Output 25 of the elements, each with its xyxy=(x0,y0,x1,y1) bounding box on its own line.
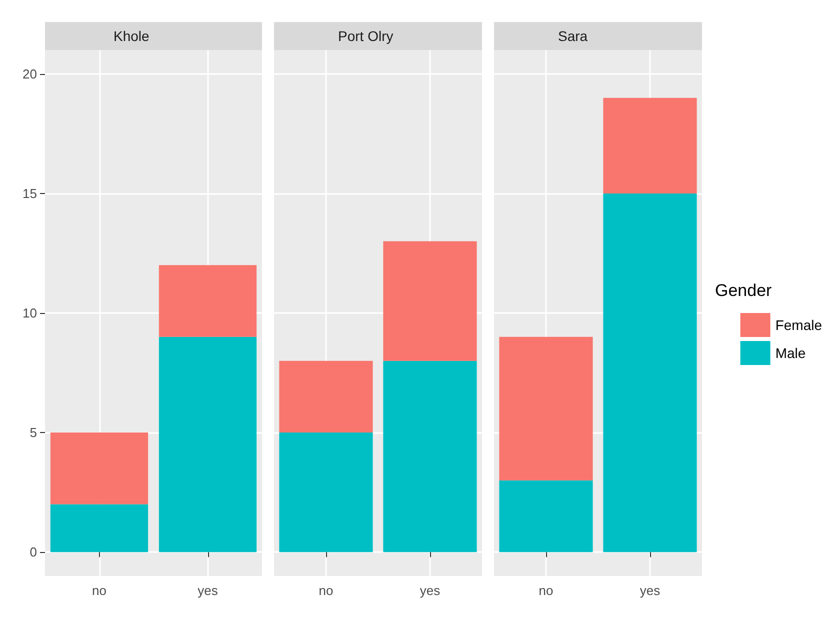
bar xyxy=(50,504,148,552)
chart-title: Khole xyxy=(114,28,150,44)
y-tick-label: 10 xyxy=(22,306,37,320)
legend-label: Female xyxy=(775,317,822,333)
bar xyxy=(499,336,593,480)
bar xyxy=(50,432,148,504)
y-tick-label: 20 xyxy=(22,66,37,82)
chart-title: Port Olry xyxy=(338,28,394,44)
bar xyxy=(603,98,697,194)
bar xyxy=(158,265,257,337)
y-tick-label: 15 xyxy=(22,186,37,201)
chart-title: Sara xyxy=(558,28,588,44)
bar xyxy=(158,336,257,552)
bar xyxy=(499,480,593,552)
legend-label: Male xyxy=(775,345,806,361)
x-tick-label: yes xyxy=(640,583,661,598)
x-tick-label: no xyxy=(318,583,334,598)
y-tick-label: 5 xyxy=(30,425,37,440)
bar xyxy=(603,193,697,552)
x-tick-label: no xyxy=(92,583,106,598)
x-tick-label: yes xyxy=(198,583,218,598)
y-tick-label: 0 xyxy=(30,544,37,560)
legend-title: Gender xyxy=(715,281,772,300)
x-tick-label: yes xyxy=(420,583,441,598)
x-tick-label: no xyxy=(538,583,554,598)
